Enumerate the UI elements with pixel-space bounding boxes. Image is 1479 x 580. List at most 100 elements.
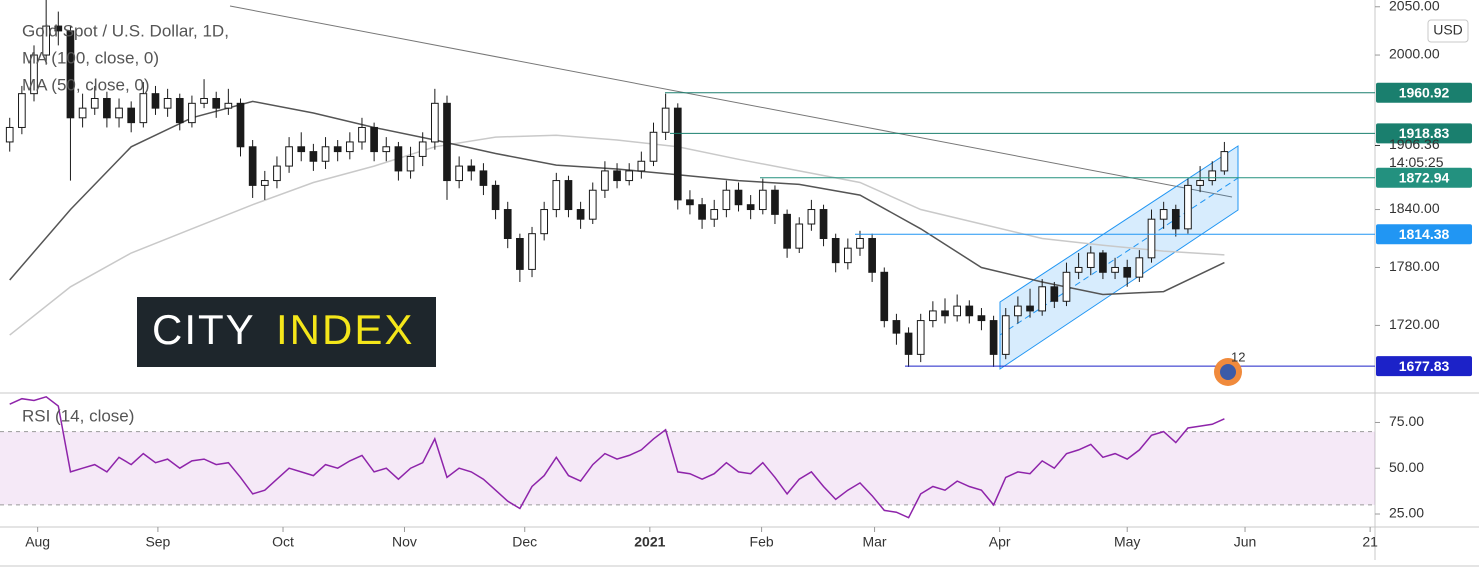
candle-body: [5, 126, 14, 143]
candle-body: [297, 146, 306, 153]
x-tick-label: 21: [1362, 534, 1378, 550]
rsi-band: [0, 431, 1375, 505]
candle-body: [564, 180, 573, 211]
candle-body: [929, 310, 937, 322]
candle-body: [1208, 170, 1217, 182]
candle-body: [868, 238, 876, 273]
legend-entry: MA (100, close, 0): [22, 48, 159, 67]
candle-body: [722, 189, 731, 211]
candle-body: [856, 238, 864, 249]
candle-body: [1184, 184, 1192, 230]
candle-body: [139, 93, 148, 124]
candle-body: [831, 238, 840, 264]
candle-body: [479, 170, 488, 186]
level-label: 1677.83: [1399, 358, 1450, 374]
candle-body: [637, 160, 646, 172]
candle-body: [224, 102, 233, 109]
candle-body: [321, 146, 330, 162]
price-pane: [229, 5, 1239, 370]
candles: [5, 0, 1229, 367]
x-tick-label: May: [1114, 534, 1140, 550]
event-icon-flag: [1220, 364, 1236, 380]
candle-body: [188, 102, 196, 124]
candle-body: [1171, 209, 1180, 230]
level-tag: [1376, 167, 1472, 188]
y-tick-label: 75.00: [1389, 413, 1424, 429]
candle-body: [734, 189, 743, 206]
candle-body: [880, 271, 889, 322]
candle-body: [843, 247, 852, 264]
candle-body: [783, 213, 791, 249]
candle-body: [540, 209, 549, 235]
candle-body: [273, 165, 281, 182]
candle-body: [163, 97, 172, 109]
y-tick-label: 1720.00: [1389, 316, 1440, 332]
pane: [5, 0, 1229, 367]
candle-body: [345, 141, 354, 153]
candle-body: [941, 310, 949, 317]
candle-body: [418, 141, 427, 157]
x-tick-label: Feb: [750, 534, 774, 550]
candle-body: [989, 320, 998, 355]
y-tick-label: 50.00: [1389, 459, 1424, 475]
candle-body: [18, 93, 26, 128]
candle-body: [103, 97, 111, 119]
background: [0, 0, 1479, 568]
candle-body: [661, 107, 670, 133]
candle-body: [1111, 266, 1119, 273]
candle-body: [1014, 305, 1022, 317]
candle-body: [1220, 151, 1229, 172]
legend-entry: MA (50, close, 0): [22, 75, 150, 94]
candle-body: [309, 151, 318, 162]
channel-midline: [999, 177, 1239, 336]
candle-body: [698, 204, 706, 220]
currency-box: [1427, 19, 1469, 43]
candle-body: [516, 238, 524, 270]
x-tick-label: Oct: [272, 534, 294, 550]
candle-body: [953, 305, 961, 317]
candle-body: [90, 97, 99, 109]
candle-body: [1099, 252, 1107, 273]
candle-body: [1086, 252, 1095, 268]
candle-body: [200, 97, 208, 104]
level-tag: [1376, 356, 1472, 377]
candle-body: [528, 233, 536, 270]
candle-body: [904, 332, 913, 355]
rsi-title: RSI (14, close): [22, 406, 134, 425]
candle-body: [175, 97, 184, 124]
y-tick-label: 2050.00: [1389, 0, 1440, 13]
candle-body: [42, 25, 50, 56]
candle-body: [686, 199, 694, 206]
level-tag: [1376, 82, 1472, 103]
candle-body: [406, 155, 415, 172]
candle-body: [807, 209, 816, 225]
x-tick-label: Jun: [1234, 534, 1257, 550]
symbol-title: Gold Spot / U.S. Dollar, 1D,: [22, 21, 229, 40]
candle-body: [1135, 257, 1144, 278]
moving-average: [9, 134, 1225, 336]
candle-body: [758, 189, 767, 211]
candle-body: [977, 315, 986, 322]
candle-body: [588, 189, 597, 220]
candle-body: [1050, 286, 1059, 302]
x-tick-label: 2021: [634, 534, 665, 550]
candle-body: [66, 30, 75, 119]
level-label: 1814.38: [1399, 226, 1450, 242]
candle-body: [1026, 305, 1034, 312]
candle-body: [552, 180, 561, 211]
x-tick-label: Mar: [862, 534, 886, 550]
pane: [0, 395, 1375, 519]
channel: [999, 145, 1239, 370]
candle-body: [1074, 266, 1083, 273]
logo-word: INDEX: [276, 306, 414, 353]
candle-body: [576, 209, 585, 220]
x-tick-label: Nov: [392, 534, 417, 550]
currency: USD: [1433, 22, 1463, 38]
candle-body: [771, 189, 779, 215]
x-tick-label: Sep: [145, 534, 170, 550]
candle-body: [30, 54, 38, 95]
last-price: 1906.36: [1389, 136, 1440, 152]
level-label: 1872.94: [1399, 169, 1450, 185]
countdown: 14:05:25: [1389, 154, 1444, 170]
candle-body: [1062, 271, 1071, 302]
